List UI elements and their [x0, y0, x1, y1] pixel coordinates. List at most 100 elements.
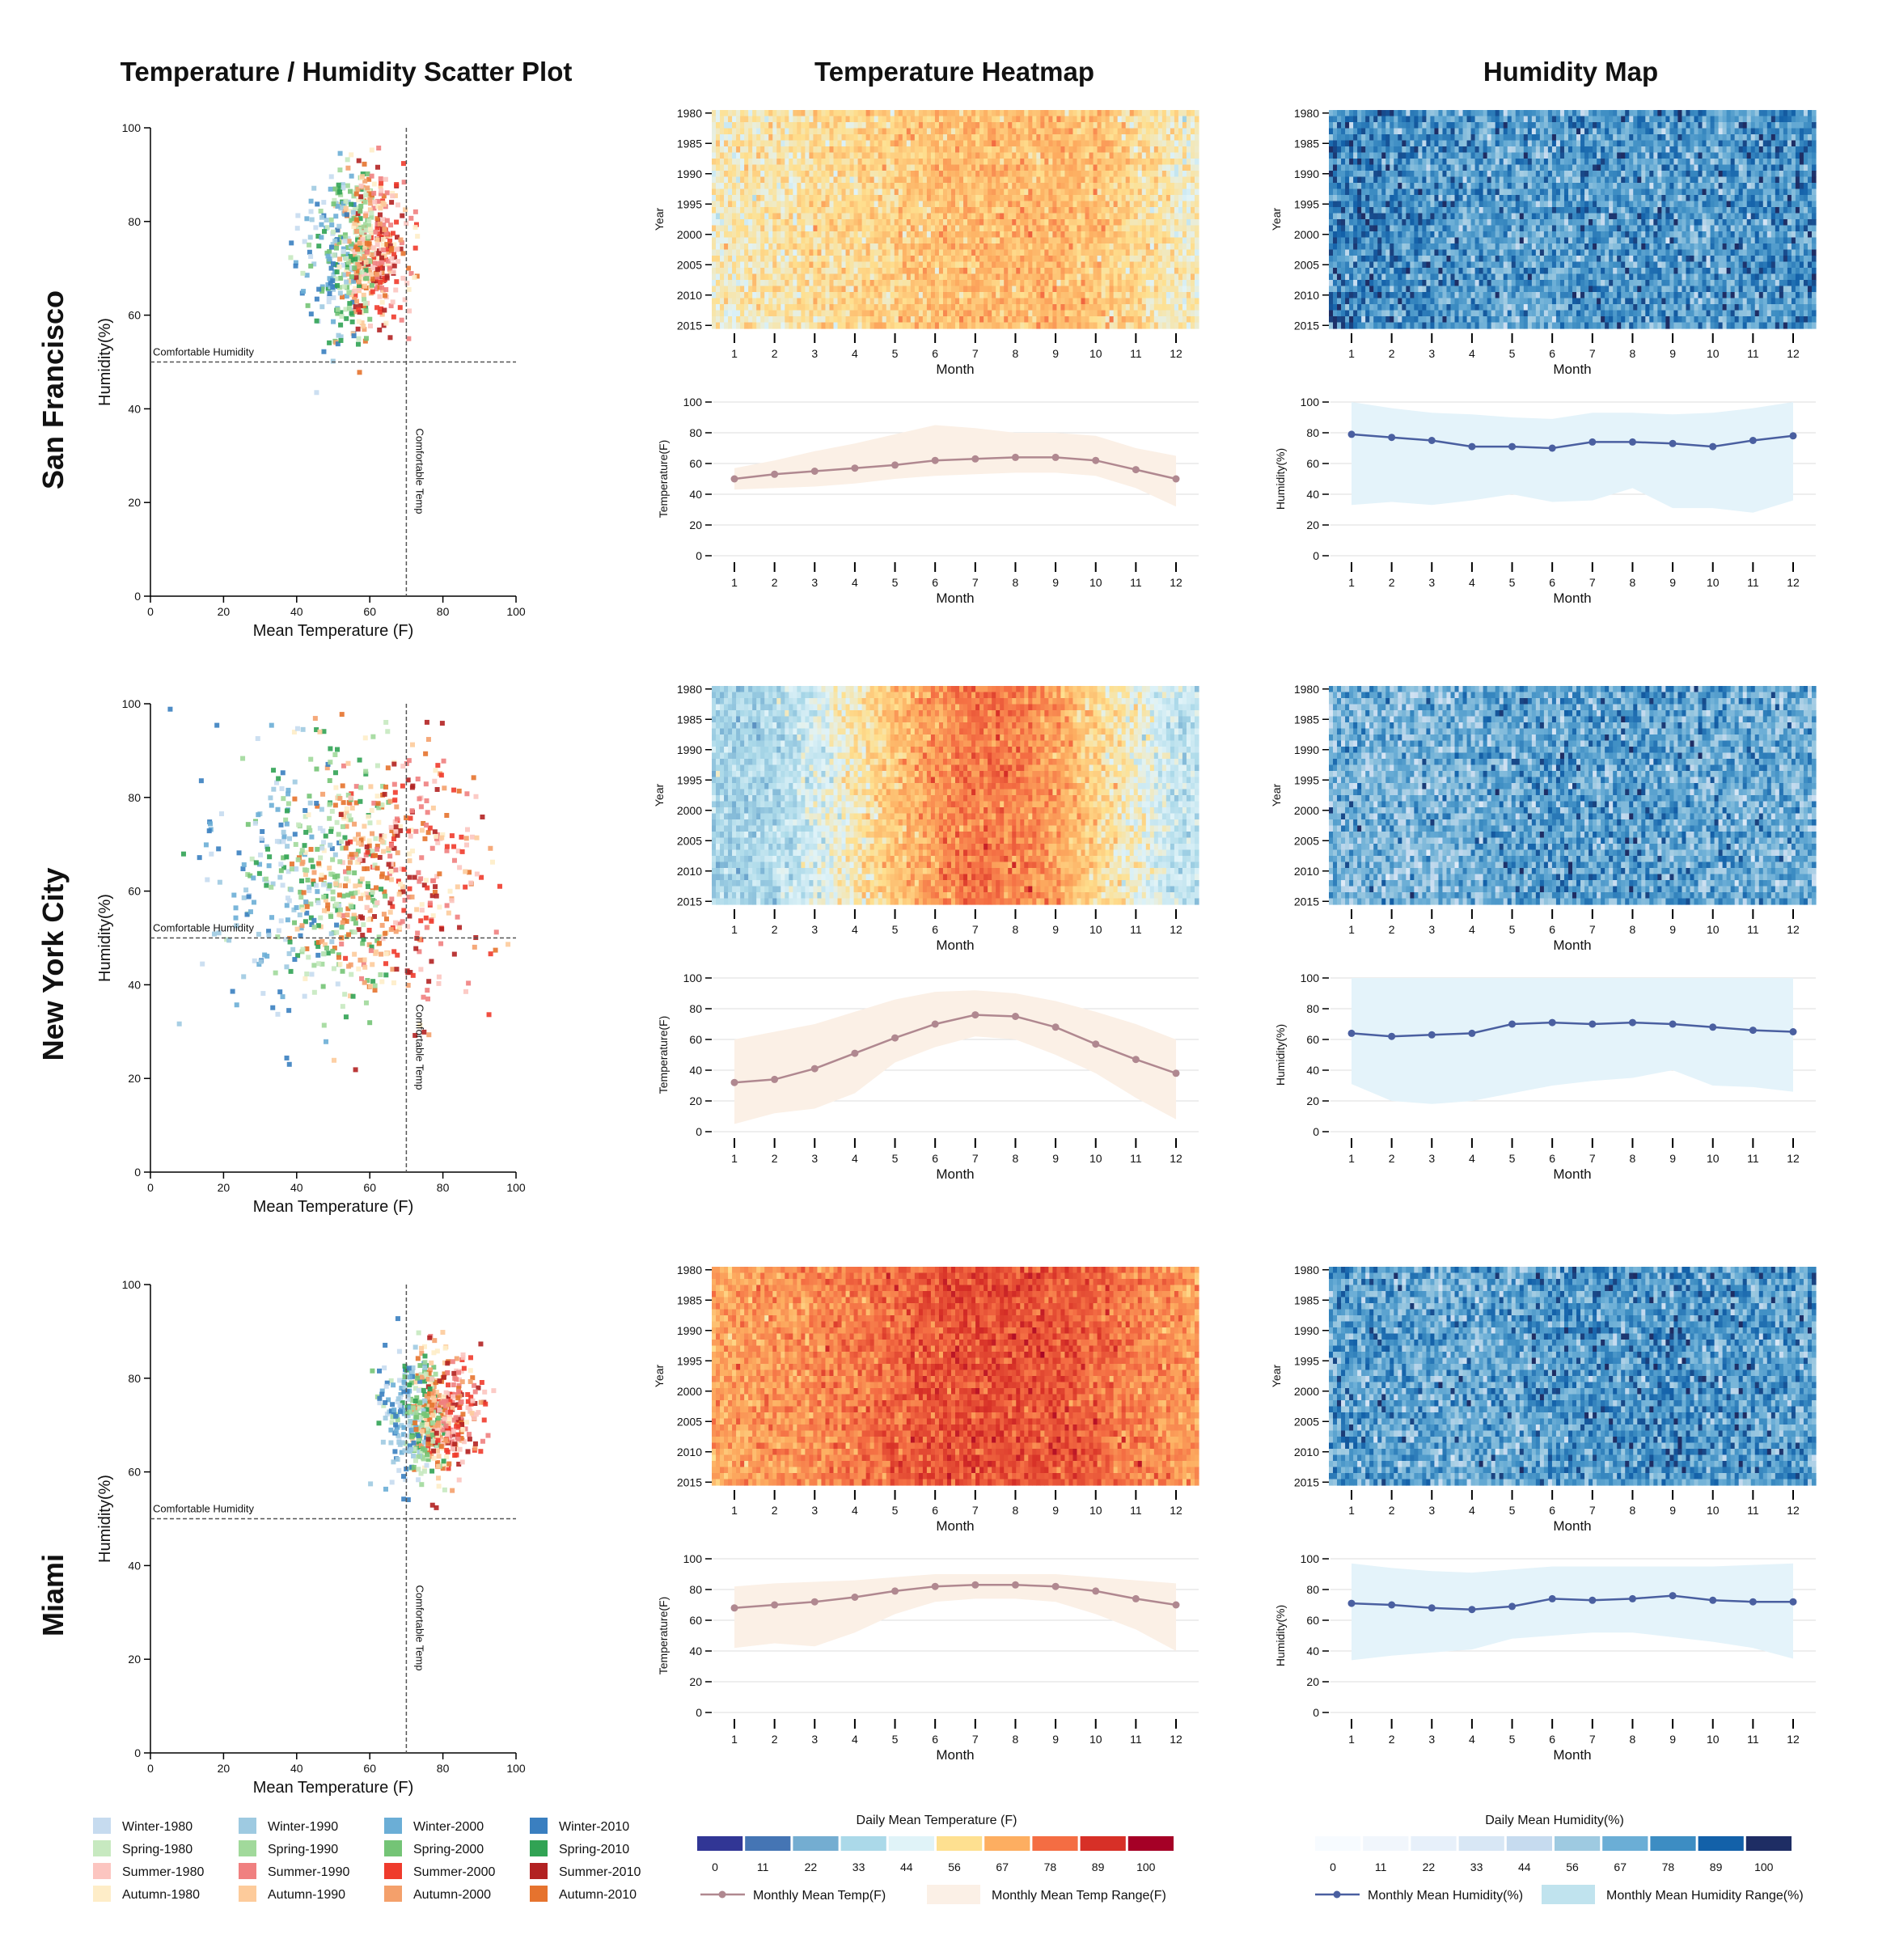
scatter-point: [370, 290, 375, 294]
scatter-point: [349, 202, 353, 207]
heatmap-cell: [1094, 110, 1098, 116]
heatmap-cell: [878, 146, 883, 153]
heatmap-cell: [1126, 146, 1131, 153]
heatmap-cell: [785, 141, 789, 147]
heatmap-cell: [817, 116, 822, 123]
heatmap-cell: [1060, 146, 1065, 153]
heatmap-cell: [813, 141, 818, 147]
scatter-point: [341, 185, 345, 190]
heatmap-cell: [732, 141, 737, 147]
heatmap-cell: [955, 146, 960, 153]
heatmap-cell: [748, 146, 753, 153]
heatmap-cell: [967, 146, 972, 153]
heatmap-cell: [781, 110, 785, 116]
heatmap-cell: [1138, 116, 1143, 123]
heatmap-cell: [1085, 134, 1090, 141]
heatmap-cell: [768, 153, 773, 159]
heatmap-cell: [785, 110, 789, 116]
scatter-point: [392, 264, 397, 269]
heatmap-cell: [862, 146, 867, 153]
heatmap-cell: [1191, 146, 1195, 153]
heatmap-cell: [1056, 122, 1061, 129]
heatmap-cell: [817, 134, 822, 141]
heatmap-cell: [862, 129, 867, 135]
heatmap-cell: [923, 122, 928, 129]
scatter-point: [337, 167, 342, 172]
heatmap-cell: [1032, 110, 1037, 116]
scatter-point: [357, 370, 362, 375]
heatmap-cell: [1077, 141, 1082, 147]
heatmap-cell: [1114, 134, 1119, 141]
heatmap-cell: [927, 141, 932, 147]
scatter-point: [310, 218, 315, 222]
heatmap-cell: [1040, 141, 1045, 147]
heatmap-cell: [1102, 146, 1106, 153]
heatmap-cell: [821, 116, 826, 123]
heatmap-cell: [801, 153, 806, 159]
heatmap-cell: [748, 122, 753, 129]
heatmap-cell: [1098, 122, 1102, 129]
scatter-point: [319, 215, 324, 220]
heatmap-cell: [1004, 122, 1009, 129]
heatmap-cell: [740, 146, 745, 153]
heatmap-cell: [793, 146, 797, 153]
heatmap-cell: [1032, 134, 1037, 141]
scatter-point: [345, 166, 350, 171]
scatter-point: [343, 199, 348, 204]
heatmap-cell: [1150, 129, 1155, 135]
heatmap-cell: [895, 134, 899, 141]
heatmap-cell: [874, 134, 879, 141]
heatmap-cell: [724, 141, 729, 147]
heatmap-cell: [740, 110, 745, 116]
heatmap-cell: [1056, 116, 1061, 123]
heatmap-cell: [935, 141, 940, 147]
heatmap-cell: [907, 141, 912, 147]
heatmap-cell: [1162, 122, 1167, 129]
heatmap-cell: [1118, 110, 1123, 116]
heatmap-cell: [1174, 134, 1179, 141]
heatmap-cell: [1122, 122, 1127, 129]
heatmap-cell: [1044, 122, 1049, 129]
scatter-point: [363, 200, 368, 205]
heatmap-cell: [809, 116, 814, 123]
heatmap-cell: [967, 129, 972, 135]
heatmap-cell: [825, 129, 830, 135]
heatmap-cell: [809, 122, 814, 129]
scatter-point: [316, 287, 321, 292]
heatmap-cell: [728, 122, 733, 129]
heatmap-cell: [1036, 110, 1041, 116]
heatmap-cell: [886, 153, 891, 159]
heatmap-cell: [996, 141, 1000, 147]
heatmap-cell: [801, 110, 806, 116]
heatmap-cell: [1118, 129, 1123, 135]
scatter-point: [349, 152, 353, 157]
heatmap-cell: [915, 116, 920, 123]
heatmap-cell: [943, 134, 948, 141]
heatmap-cell: [984, 134, 988, 141]
heatmap-cell: [911, 134, 916, 141]
heatmap-cell: [1060, 141, 1065, 147]
heatmap-cell: [1032, 141, 1037, 147]
heatmap-cell: [846, 134, 851, 141]
heatmap-cell: [1020, 129, 1025, 135]
scatter-point: [389, 200, 394, 205]
heatmap-cell: [838, 129, 843, 135]
scatter-point: [344, 206, 349, 211]
heatmap-cell: [1036, 141, 1041, 147]
heatmap-cell: [988, 146, 992, 153]
scatter-point: [329, 245, 334, 250]
heatmap-cell: [752, 146, 757, 153]
scatter-point: [378, 212, 383, 217]
heatmap-cell: [785, 134, 789, 141]
heatmap-cell: [1036, 146, 1041, 153]
heatmap-cell: [829, 116, 834, 123]
heatmap-cell: [874, 110, 879, 116]
heatmap-cell: [996, 129, 1000, 135]
heatmap-cell: [756, 141, 761, 147]
climate-dashboard: Temperature / Humidity Scatter Plot Temp…: [0, 0, 1891, 1960]
scatter-point: [357, 241, 362, 246]
scatter-point: [374, 272, 379, 277]
heatmap-cell: [1048, 116, 1053, 123]
heatmap-cell: [963, 146, 968, 153]
